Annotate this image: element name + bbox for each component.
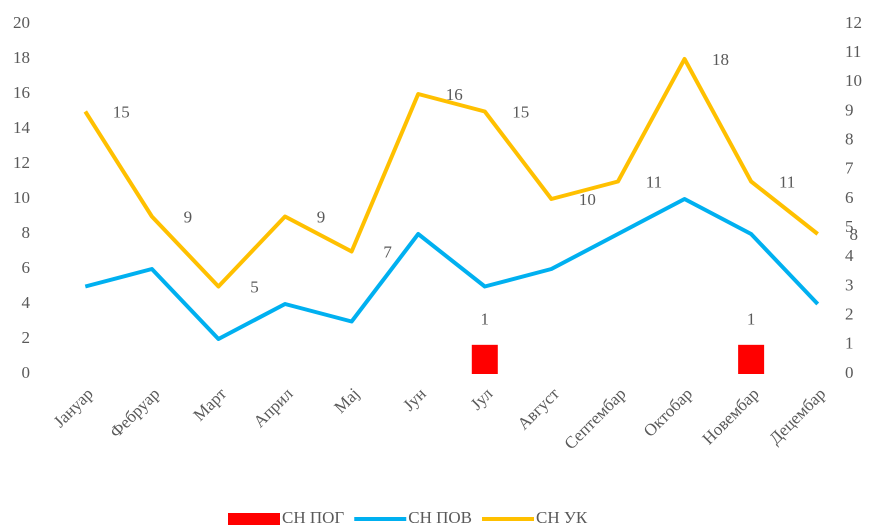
data-label: 16 — [446, 85, 463, 104]
legend-label: СН ПОВ — [408, 508, 472, 527]
y2-tick-label: 12 — [845, 13, 862, 32]
legend-swatch — [228, 513, 280, 525]
data-label: 1 — [747, 310, 756, 329]
x-tick-label: Фебруар — [106, 384, 163, 441]
legend-label: СН УК — [536, 508, 588, 527]
y-tick-label: 2 — [22, 328, 31, 347]
y-tick-label: 6 — [22, 258, 31, 277]
line — [83, 57, 819, 289]
y2-tick-label: 8 — [845, 130, 854, 149]
y2-tick-label: 5 — [845, 217, 854, 236]
line — [84, 197, 820, 341]
y-tick-label: 8 — [22, 223, 31, 242]
y-tick-label: 10 — [13, 188, 30, 207]
x-tick-label: Јул — [467, 384, 497, 414]
y-tick-label: 12 — [13, 153, 30, 172]
bar — [471, 344, 498, 374]
y-tick-label: 0 — [22, 363, 31, 382]
y2-tick-label: 6 — [845, 188, 854, 207]
y2-tick-label: 11 — [845, 42, 861, 61]
data-label: 8 — [849, 225, 858, 244]
y2-tick-label: 0 — [845, 363, 854, 382]
y2-tick-label: 3 — [845, 275, 854, 294]
data-label: 1 — [481, 310, 490, 329]
y-tick-label: 16 — [13, 83, 30, 102]
x-tick-label: Април — [250, 384, 297, 431]
x-tick-label: Децембар — [765, 384, 829, 448]
legend-label: СН ПОГ — [282, 508, 344, 527]
y2-tick-label: 2 — [845, 305, 854, 324]
x-tick-label: Октобар — [640, 384, 696, 440]
data-label: 9 — [317, 207, 326, 226]
y2-tick-label: 7 — [845, 159, 854, 178]
data-label: 11 — [646, 172, 662, 191]
bar — [738, 344, 765, 374]
data-label: 9 — [184, 207, 193, 226]
y2-tick-label: 4 — [845, 246, 854, 265]
x-tick-label: Јун — [399, 384, 430, 415]
y-tick-label: 14 — [13, 118, 31, 137]
y-tick-label: 4 — [22, 293, 31, 312]
x-tick-label: Август — [514, 384, 564, 434]
x-tick-label: Мај — [330, 384, 363, 417]
data-label: 7 — [383, 242, 392, 261]
y2-tick-label: 10 — [845, 71, 862, 90]
data-label: 15 — [113, 102, 130, 121]
data-label: 10 — [579, 190, 596, 209]
y2-tick-label: 1 — [845, 334, 854, 353]
data-label: 18 — [712, 50, 729, 69]
x-tick-label: Јануар — [50, 384, 97, 431]
data-label: 5 — [250, 277, 259, 296]
x-tick-label: Септембар — [561, 384, 630, 453]
y-tick-label: 20 — [13, 13, 30, 32]
x-tick-label: Март — [189, 384, 230, 425]
data-label: 15 — [512, 102, 529, 121]
data-label: 11 — [779, 172, 795, 191]
y2-tick-label: 9 — [845, 100, 854, 119]
y-tick-label: 18 — [13, 48, 30, 67]
x-tick-label: Новембар — [699, 384, 763, 448]
